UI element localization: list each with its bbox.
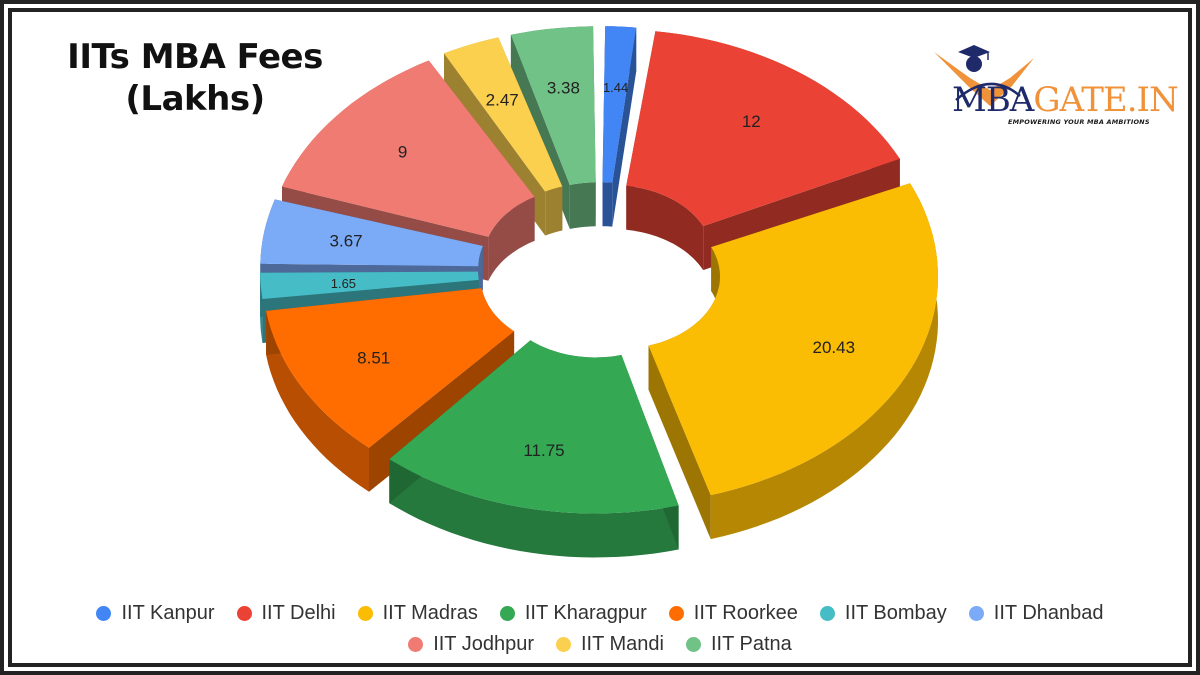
legend-dot-icon	[556, 637, 571, 652]
legend-dot-icon	[819, 606, 835, 621]
legend-label: IIT Kanpur	[121, 602, 215, 624]
legend-item[interactable]: IIT Kharagpur	[499, 602, 647, 625]
data-label: 8.51	[357, 349, 390, 368]
slice-top-face	[510, 26, 596, 185]
data-label: 11.75	[523, 441, 564, 460]
data-label: 12	[742, 112, 761, 131]
data-label: 9	[398, 143, 407, 162]
legend-dot-icon	[968, 606, 984, 621]
slice-inner-wall	[569, 182, 596, 229]
logo-wordmark: MBAGATE.IN	[952, 80, 1179, 120]
legend-row: IIT Jodhpur IIT Mandi IIT Patna	[0, 629, 1200, 660]
slice-top-face	[260, 199, 483, 267]
slice-outer-wall	[266, 310, 369, 492]
slice-iit-jodhpur[interactable]: 9	[282, 60, 535, 281]
slice-top-face	[602, 26, 637, 183]
legend-item[interactable]: IIT Dhanbad	[968, 602, 1104, 625]
donut-chart: 1.44 3.38 2.47 12 9 3.67 1.65 20.43 8.51 11.75	[260, 26, 939, 558]
legend-item[interactable]: IIT Delhi	[236, 602, 336, 625]
mbagate-logo: MBAGATE.IN EMPOWERING YOUR MBA AMBITIONS	[930, 40, 1179, 135]
chart-title: IITs MBA Fees (Lakhs)	[30, 36, 360, 120]
chart-title-line1: IITs MBA Fees	[67, 37, 323, 77]
legend-dot-icon	[96, 606, 112, 621]
data-label: 3.38	[547, 78, 580, 97]
legend-label: IIT Dhanbad	[993, 602, 1104, 624]
data-label: 3.67	[330, 232, 363, 251]
legend-label: IIT Mandi	[581, 633, 664, 655]
legend-label: IIT Kharagpur	[524, 602, 647, 624]
slice-top-face	[444, 37, 563, 192]
slice-side-wall	[648, 345, 711, 540]
slice-iit-delhi[interactable]: 12	[626, 31, 900, 271]
legend-dot-icon	[499, 606, 515, 621]
legend-item[interactable]: IIT Madras	[357, 602, 478, 625]
legend-item[interactable]: IIT Mandi	[556, 633, 664, 656]
slice-inner-wall	[545, 186, 563, 236]
slice-iit-patna[interactable]: 3.38	[510, 26, 596, 229]
legend-label: IIT Delhi	[261, 602, 336, 624]
slice-outer-wall	[710, 183, 938, 540]
legend-dot-icon	[686, 637, 701, 652]
legend-row: IIT Kanpur IIT Delhi IIT Madras IIT Kharagp…	[0, 598, 1200, 629]
data-label: 1.65	[331, 276, 356, 291]
legend-dot-icon	[668, 606, 684, 621]
data-label: 2.47	[486, 90, 519, 109]
slice-outer-wall	[389, 459, 679, 558]
slice-iit-kharagpur[interactable]: 11.75	[389, 340, 679, 558]
legend-label: IIT Madras	[382, 602, 478, 624]
legend-dot-icon	[357, 606, 373, 621]
slice-top-face	[389, 340, 679, 514]
legend-dot-icon	[408, 637, 424, 652]
legend-label: IIT Bombay	[844, 602, 947, 624]
slice-top-face	[266, 288, 515, 448]
slice-inner-wall	[488, 196, 535, 281]
graduation-cap-person-icon	[934, 45, 1034, 106]
legend-item[interactable]: IIT Patna	[686, 633, 792, 656]
chart-title-line2: (Lakhs)	[125, 79, 265, 119]
slice-top-face	[260, 271, 479, 299]
logo-tagline: EMPOWERING YOUR MBA AMBITIONS	[1008, 118, 1150, 126]
slice-inner-wall	[626, 185, 704, 271]
legend-label: IIT Patna	[711, 633, 792, 655]
slice-iit-mandi[interactable]: 2.47	[444, 37, 563, 236]
slice-top-face	[648, 183, 938, 496]
slice-top-face	[282, 60, 535, 237]
slice-side-wall	[612, 27, 637, 227]
chart-legend: IIT Kanpur IIT Delhi IIT Madras IIT Kharagp…	[0, 598, 1200, 660]
legend-item[interactable]: IIT Kanpur	[96, 602, 215, 625]
data-label: 1.44	[603, 80, 628, 95]
slice-iit-kanpur[interactable]: 1.44	[602, 26, 637, 227]
legend-item[interactable]: IIT Jodhpur	[408, 633, 534, 656]
slice-inner-wall	[602, 182, 613, 227]
legend-item[interactable]: IIT Bombay	[819, 602, 947, 625]
slice-iit-madras[interactable]: 20.43	[648, 183, 939, 540]
legend-dot-icon	[236, 606, 252, 621]
legend-label: IIT Jodhpur	[433, 633, 534, 655]
data-label: 20.43	[813, 338, 856, 357]
legend-item[interactable]: IIT Roorkee	[668, 602, 798, 625]
legend-label: IIT Roorkee	[693, 602, 798, 624]
slice-top-face	[626, 31, 900, 227]
